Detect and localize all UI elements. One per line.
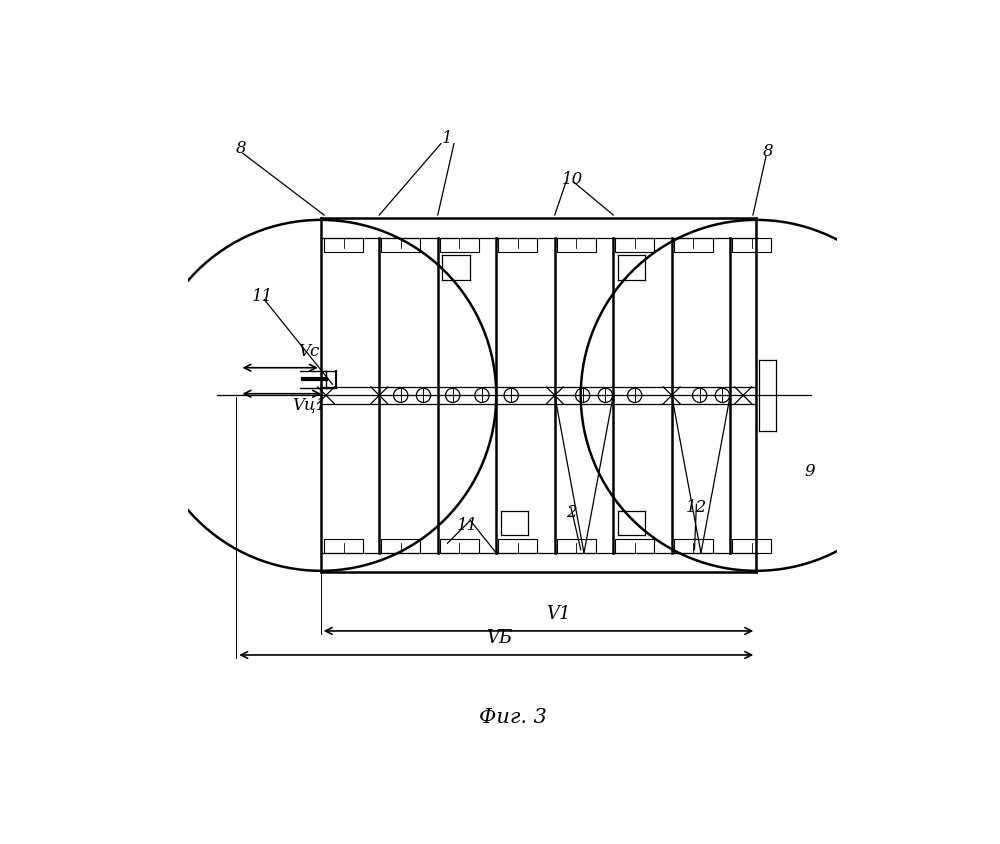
Text: Vc: Vc [298, 343, 320, 360]
Text: 11: 11 [456, 517, 478, 533]
Text: Фиг. 3: Фиг. 3 [479, 708, 546, 727]
Text: VБ: VБ [486, 629, 513, 647]
Text: Vц1: Vц1 [292, 396, 326, 414]
Text: 1: 1 [442, 131, 453, 148]
Text: 8: 8 [763, 143, 773, 160]
Text: 8: 8 [236, 139, 246, 157]
Text: 9: 9 [805, 463, 815, 480]
Text: V1: V1 [546, 605, 570, 623]
Text: 2: 2 [566, 504, 576, 521]
Text: 12: 12 [686, 499, 707, 516]
Text: 11: 11 [252, 288, 273, 305]
Text: 10: 10 [562, 170, 583, 187]
